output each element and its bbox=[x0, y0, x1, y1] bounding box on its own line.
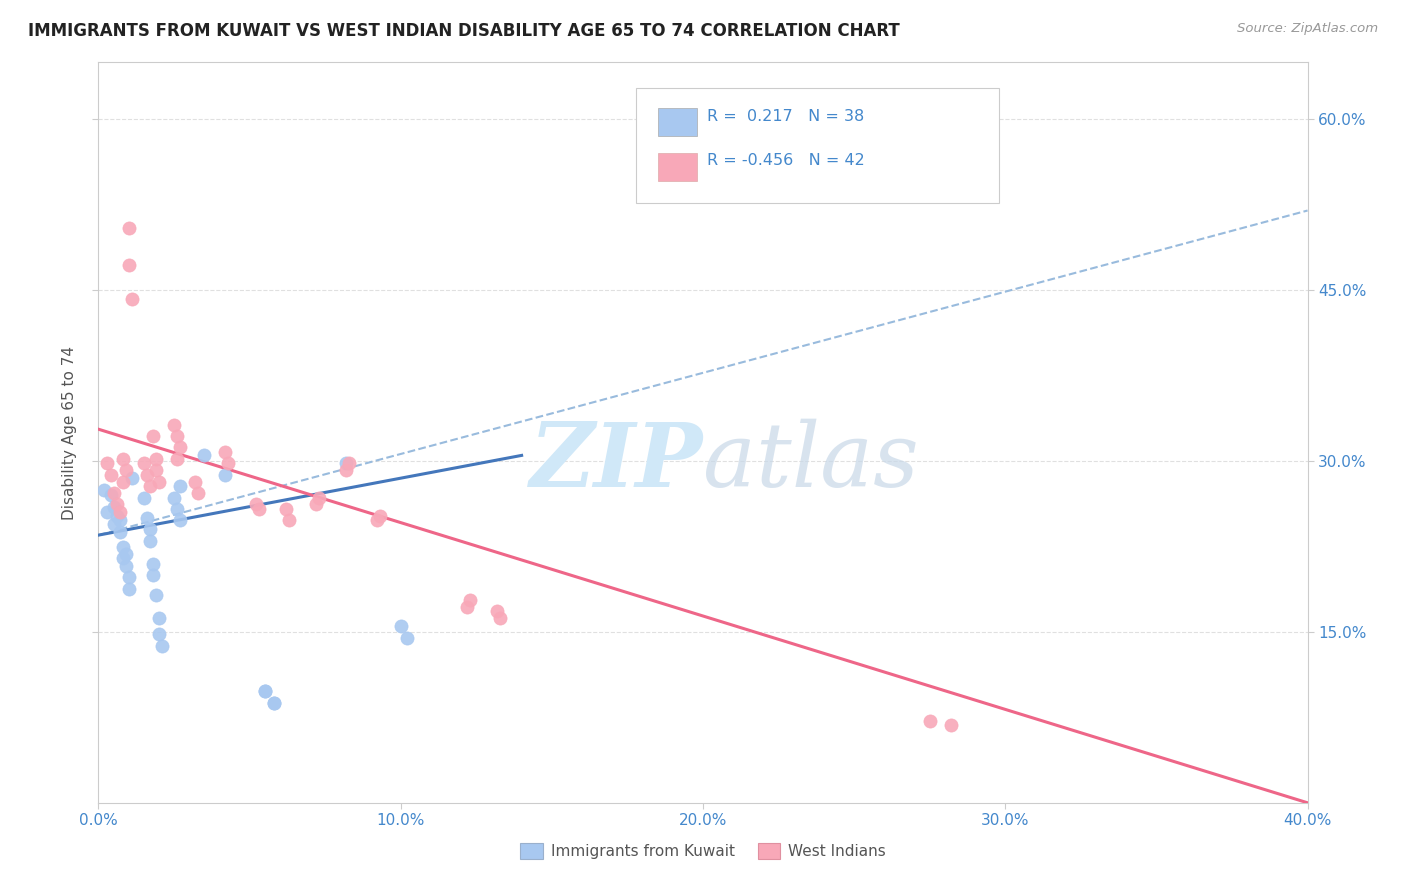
Point bbox=[111, 540, 134, 554]
Point bbox=[132, 456, 155, 470]
Point bbox=[489, 611, 512, 625]
Point bbox=[217, 456, 239, 470]
Point bbox=[253, 684, 276, 698]
Point bbox=[111, 550, 134, 565]
Point bbox=[142, 557, 165, 571]
Point bbox=[108, 505, 131, 519]
Y-axis label: Disability Age 65 to 74: Disability Age 65 to 74 bbox=[62, 345, 77, 520]
Point bbox=[166, 429, 188, 443]
Point bbox=[337, 456, 360, 470]
Point bbox=[118, 220, 141, 235]
Point bbox=[145, 463, 167, 477]
Point bbox=[105, 497, 128, 511]
Point bbox=[939, 718, 962, 732]
Point bbox=[118, 258, 141, 272]
Point bbox=[263, 696, 285, 710]
Point bbox=[193, 449, 215, 463]
Point bbox=[148, 475, 170, 489]
Point bbox=[111, 475, 134, 489]
Point bbox=[166, 451, 188, 466]
FancyBboxPatch shape bbox=[658, 153, 697, 181]
Point bbox=[214, 467, 236, 482]
Text: IMMIGRANTS FROM KUWAIT VS WEST INDIAN DISABILITY AGE 65 TO 74 CORRELATION CHART: IMMIGRANTS FROM KUWAIT VS WEST INDIAN DI… bbox=[28, 22, 900, 40]
Point bbox=[458, 593, 481, 607]
Point bbox=[163, 491, 186, 505]
Point bbox=[308, 491, 330, 505]
Point bbox=[335, 463, 357, 477]
Point bbox=[100, 488, 122, 502]
Point bbox=[253, 684, 276, 698]
Point bbox=[103, 486, 125, 500]
Point bbox=[135, 511, 157, 525]
Point bbox=[245, 497, 267, 511]
Point bbox=[103, 516, 125, 531]
Point bbox=[184, 475, 207, 489]
Point bbox=[486, 604, 509, 618]
Point bbox=[145, 589, 167, 603]
Point bbox=[335, 456, 357, 470]
Point bbox=[114, 558, 136, 573]
Point bbox=[389, 619, 412, 633]
Point bbox=[169, 441, 191, 455]
Point bbox=[139, 479, 162, 493]
Text: R =  0.217   N = 38: R = 0.217 N = 38 bbox=[707, 109, 863, 124]
Point bbox=[114, 548, 136, 562]
Text: ZIP: ZIP bbox=[530, 419, 703, 506]
Point bbox=[187, 486, 209, 500]
Point bbox=[132, 491, 155, 505]
Point bbox=[368, 508, 391, 523]
Point bbox=[96, 505, 118, 519]
Point bbox=[247, 502, 270, 516]
FancyBboxPatch shape bbox=[658, 108, 697, 136]
Point bbox=[118, 570, 141, 584]
Point bbox=[214, 445, 236, 459]
Point bbox=[96, 456, 118, 470]
Point bbox=[456, 599, 478, 614]
Point bbox=[277, 513, 299, 527]
Point bbox=[263, 696, 285, 710]
Point bbox=[121, 471, 143, 485]
Point bbox=[395, 631, 418, 645]
Point bbox=[142, 568, 165, 582]
Point bbox=[139, 523, 162, 537]
Point bbox=[305, 497, 328, 511]
Point bbox=[139, 533, 162, 548]
Point bbox=[169, 479, 191, 493]
Text: atlas: atlas bbox=[703, 419, 918, 506]
Point bbox=[163, 417, 186, 432]
Point bbox=[100, 467, 122, 482]
Point bbox=[145, 451, 167, 466]
Point bbox=[148, 611, 170, 625]
Point bbox=[366, 513, 388, 527]
Point bbox=[108, 513, 131, 527]
Legend: Immigrants from Kuwait, West Indians: Immigrants from Kuwait, West Indians bbox=[515, 838, 891, 865]
Point bbox=[121, 293, 143, 307]
Text: Source: ZipAtlas.com: Source: ZipAtlas.com bbox=[1237, 22, 1378, 36]
Point bbox=[135, 467, 157, 482]
Point bbox=[142, 429, 165, 443]
Point bbox=[169, 513, 191, 527]
Point bbox=[148, 627, 170, 641]
Point bbox=[105, 508, 128, 523]
Point bbox=[150, 639, 173, 653]
Point bbox=[93, 483, 115, 497]
Point bbox=[111, 451, 134, 466]
Point bbox=[274, 502, 297, 516]
FancyBboxPatch shape bbox=[637, 88, 1000, 203]
Point bbox=[166, 502, 188, 516]
Text: R = -0.456   N = 42: R = -0.456 N = 42 bbox=[707, 153, 865, 169]
Point bbox=[918, 714, 941, 728]
Point bbox=[114, 463, 136, 477]
Point bbox=[118, 582, 141, 596]
Point bbox=[108, 524, 131, 539]
Point bbox=[103, 500, 125, 514]
